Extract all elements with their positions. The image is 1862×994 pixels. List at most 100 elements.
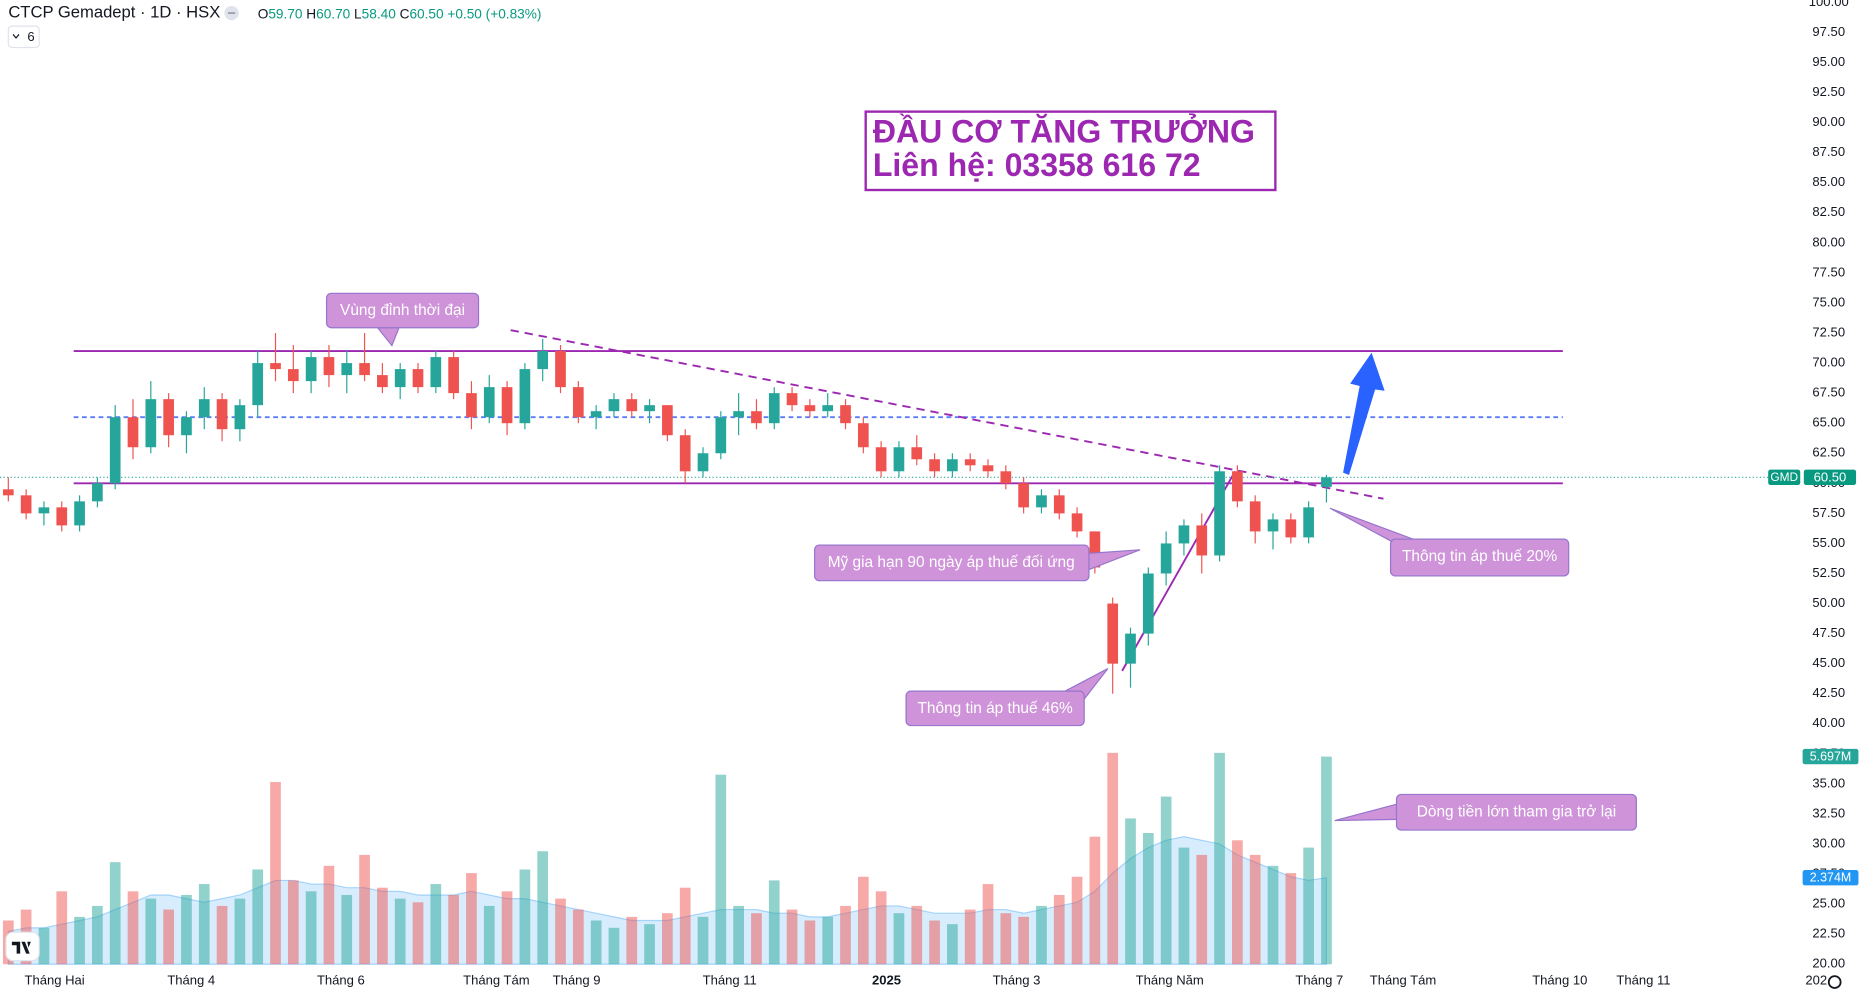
y-tick-label: 42.50: [1812, 685, 1845, 700]
x-tick-label: Tháng Hai: [25, 972, 85, 987]
y-tick-label: 92.50: [1812, 84, 1845, 99]
volume-bar: [163, 909, 174, 965]
indicator-toggle[interactable]: [7, 25, 40, 49]
candle-body: [234, 405, 246, 430]
candle-body: [911, 447, 923, 460]
candle-body: [305, 357, 317, 382]
candle-body: [804, 405, 816, 412]
candle-body: [1000, 471, 1012, 484]
callout-text: Vùng đỉnh thời đại: [340, 302, 465, 319]
callout-text: Mỹ gia hạn 90 ngày áp thuế đối ứng: [828, 554, 1075, 571]
volume-bar: [590, 920, 602, 965]
y-tick-label: 100.00: [1809, 0, 1849, 9]
candle-body: [715, 417, 727, 454]
volume-bar: [875, 891, 887, 965]
volume-bar: [1232, 840, 1243, 965]
ohlc-change: +0.50 (+0.83%): [447, 6, 541, 21]
candle-body: [947, 459, 958, 472]
volume-badge: [1802, 748, 1859, 765]
callout: Thông tin áp thuế 20%: [1329, 507, 1570, 577]
candle-body: [768, 393, 780, 424]
candle-body: [56, 507, 68, 526]
candle-body: [270, 363, 281, 370]
candle-body: [555, 351, 566, 388]
candle-body: [751, 411, 762, 424]
drawings: [0, 329, 1800, 672]
candle-body: [430, 357, 442, 388]
promo-box: [864, 110, 1277, 192]
candle-body: [216, 399, 228, 430]
ohlc-key: C: [400, 6, 410, 21]
y-tick-label: 82.50: [1812, 204, 1845, 219]
volume-bar: [537, 851, 549, 965]
y-tick-label: 75.00: [1812, 294, 1845, 309]
volume-bar: [572, 909, 584, 965]
volume-bar: [377, 887, 388, 965]
candle-body: [198, 399, 210, 418]
settings[interactable]: [1827, 975, 1842, 989]
price-label: 60.50: [1814, 469, 1847, 484]
candle-body: [590, 411, 602, 418]
candle-body: [466, 393, 477, 418]
y-tick-label: 47.50: [1812, 625, 1845, 640]
x-tick-label: Tháng 11: [703, 972, 757, 987]
candle-body: [1285, 519, 1297, 538]
candle-body: [1303, 507, 1314, 538]
volume-bar: [1196, 854, 1208, 965]
candle-body: [1036, 495, 1047, 508]
promo-title: ĐẦU CƠ TĂNG TRƯỞNG: [873, 114, 1255, 150]
volume-bar: [644, 924, 655, 965]
candle-body: [287, 369, 299, 382]
candle-body: [448, 357, 459, 394]
candle-body: [1160, 543, 1172, 574]
volume-bar: [1071, 876, 1083, 965]
price-badge: [1803, 469, 1857, 486]
symbol-title: CTCP Gemadept · 1D · HSX: [8, 2, 220, 21]
candle-body: [501, 387, 513, 424]
volume-bar: [1089, 836, 1101, 965]
volume-bar: [822, 916, 834, 965]
volume-bar: [1107, 752, 1119, 965]
volume-bar: [786, 909, 798, 965]
x-tick-label: 2025: [872, 972, 901, 987]
ticker-label: GMD: [1770, 470, 1798, 484]
y-tick-label: 45.00: [1812, 655, 1845, 670]
volume-bar: [679, 887, 691, 965]
volume-bar: [234, 898, 246, 965]
y-tick-label: 80.00: [1812, 234, 1845, 249]
candle-body: [644, 405, 655, 412]
volume-bar: [929, 920, 940, 965]
x-tick-label: Tháng 4: [167, 972, 215, 987]
volume-bar: [1125, 818, 1136, 965]
volume-bar: [982, 884, 994, 965]
volume-bar: [964, 909, 976, 965]
x-tick-label: Tháng Năm: [1136, 972, 1204, 987]
volume-bar: [483, 905, 495, 965]
volume-ma-badge: [1802, 869, 1859, 886]
chevron: [12, 34, 20, 39]
volume-bar: [733, 905, 744, 965]
candle-body: [822, 405, 834, 412]
volume-bar: [341, 894, 353, 965]
y-tick-label: 95.00: [1812, 54, 1845, 69]
logo[interactable]: [5, 931, 40, 962]
volume-bar: [394, 898, 406, 965]
volume-bar: [1018, 916, 1029, 965]
y-tick-label: 52.50: [1812, 565, 1845, 580]
volume-label: 5.697M: [1810, 749, 1852, 763]
y-tick-label: 22.50: [1812, 926, 1845, 941]
x-tick-label: 202: [1805, 972, 1827, 987]
volume-bar: [1249, 854, 1261, 965]
y-tick-label: 90.00: [1812, 114, 1845, 129]
y-tick-label: 20.00: [1812, 956, 1845, 971]
volume-bar: [751, 913, 762, 965]
volume-bar: [181, 894, 192, 965]
volume-bar: [323, 865, 335, 965]
x-tick-label: Tháng 6: [317, 972, 365, 987]
volume-bar: [466, 873, 477, 965]
trend-line: [510, 329, 1384, 500]
volume-bar: [1000, 913, 1012, 965]
volume-bar: [893, 913, 905, 965]
candle-body: [519, 369, 531, 424]
